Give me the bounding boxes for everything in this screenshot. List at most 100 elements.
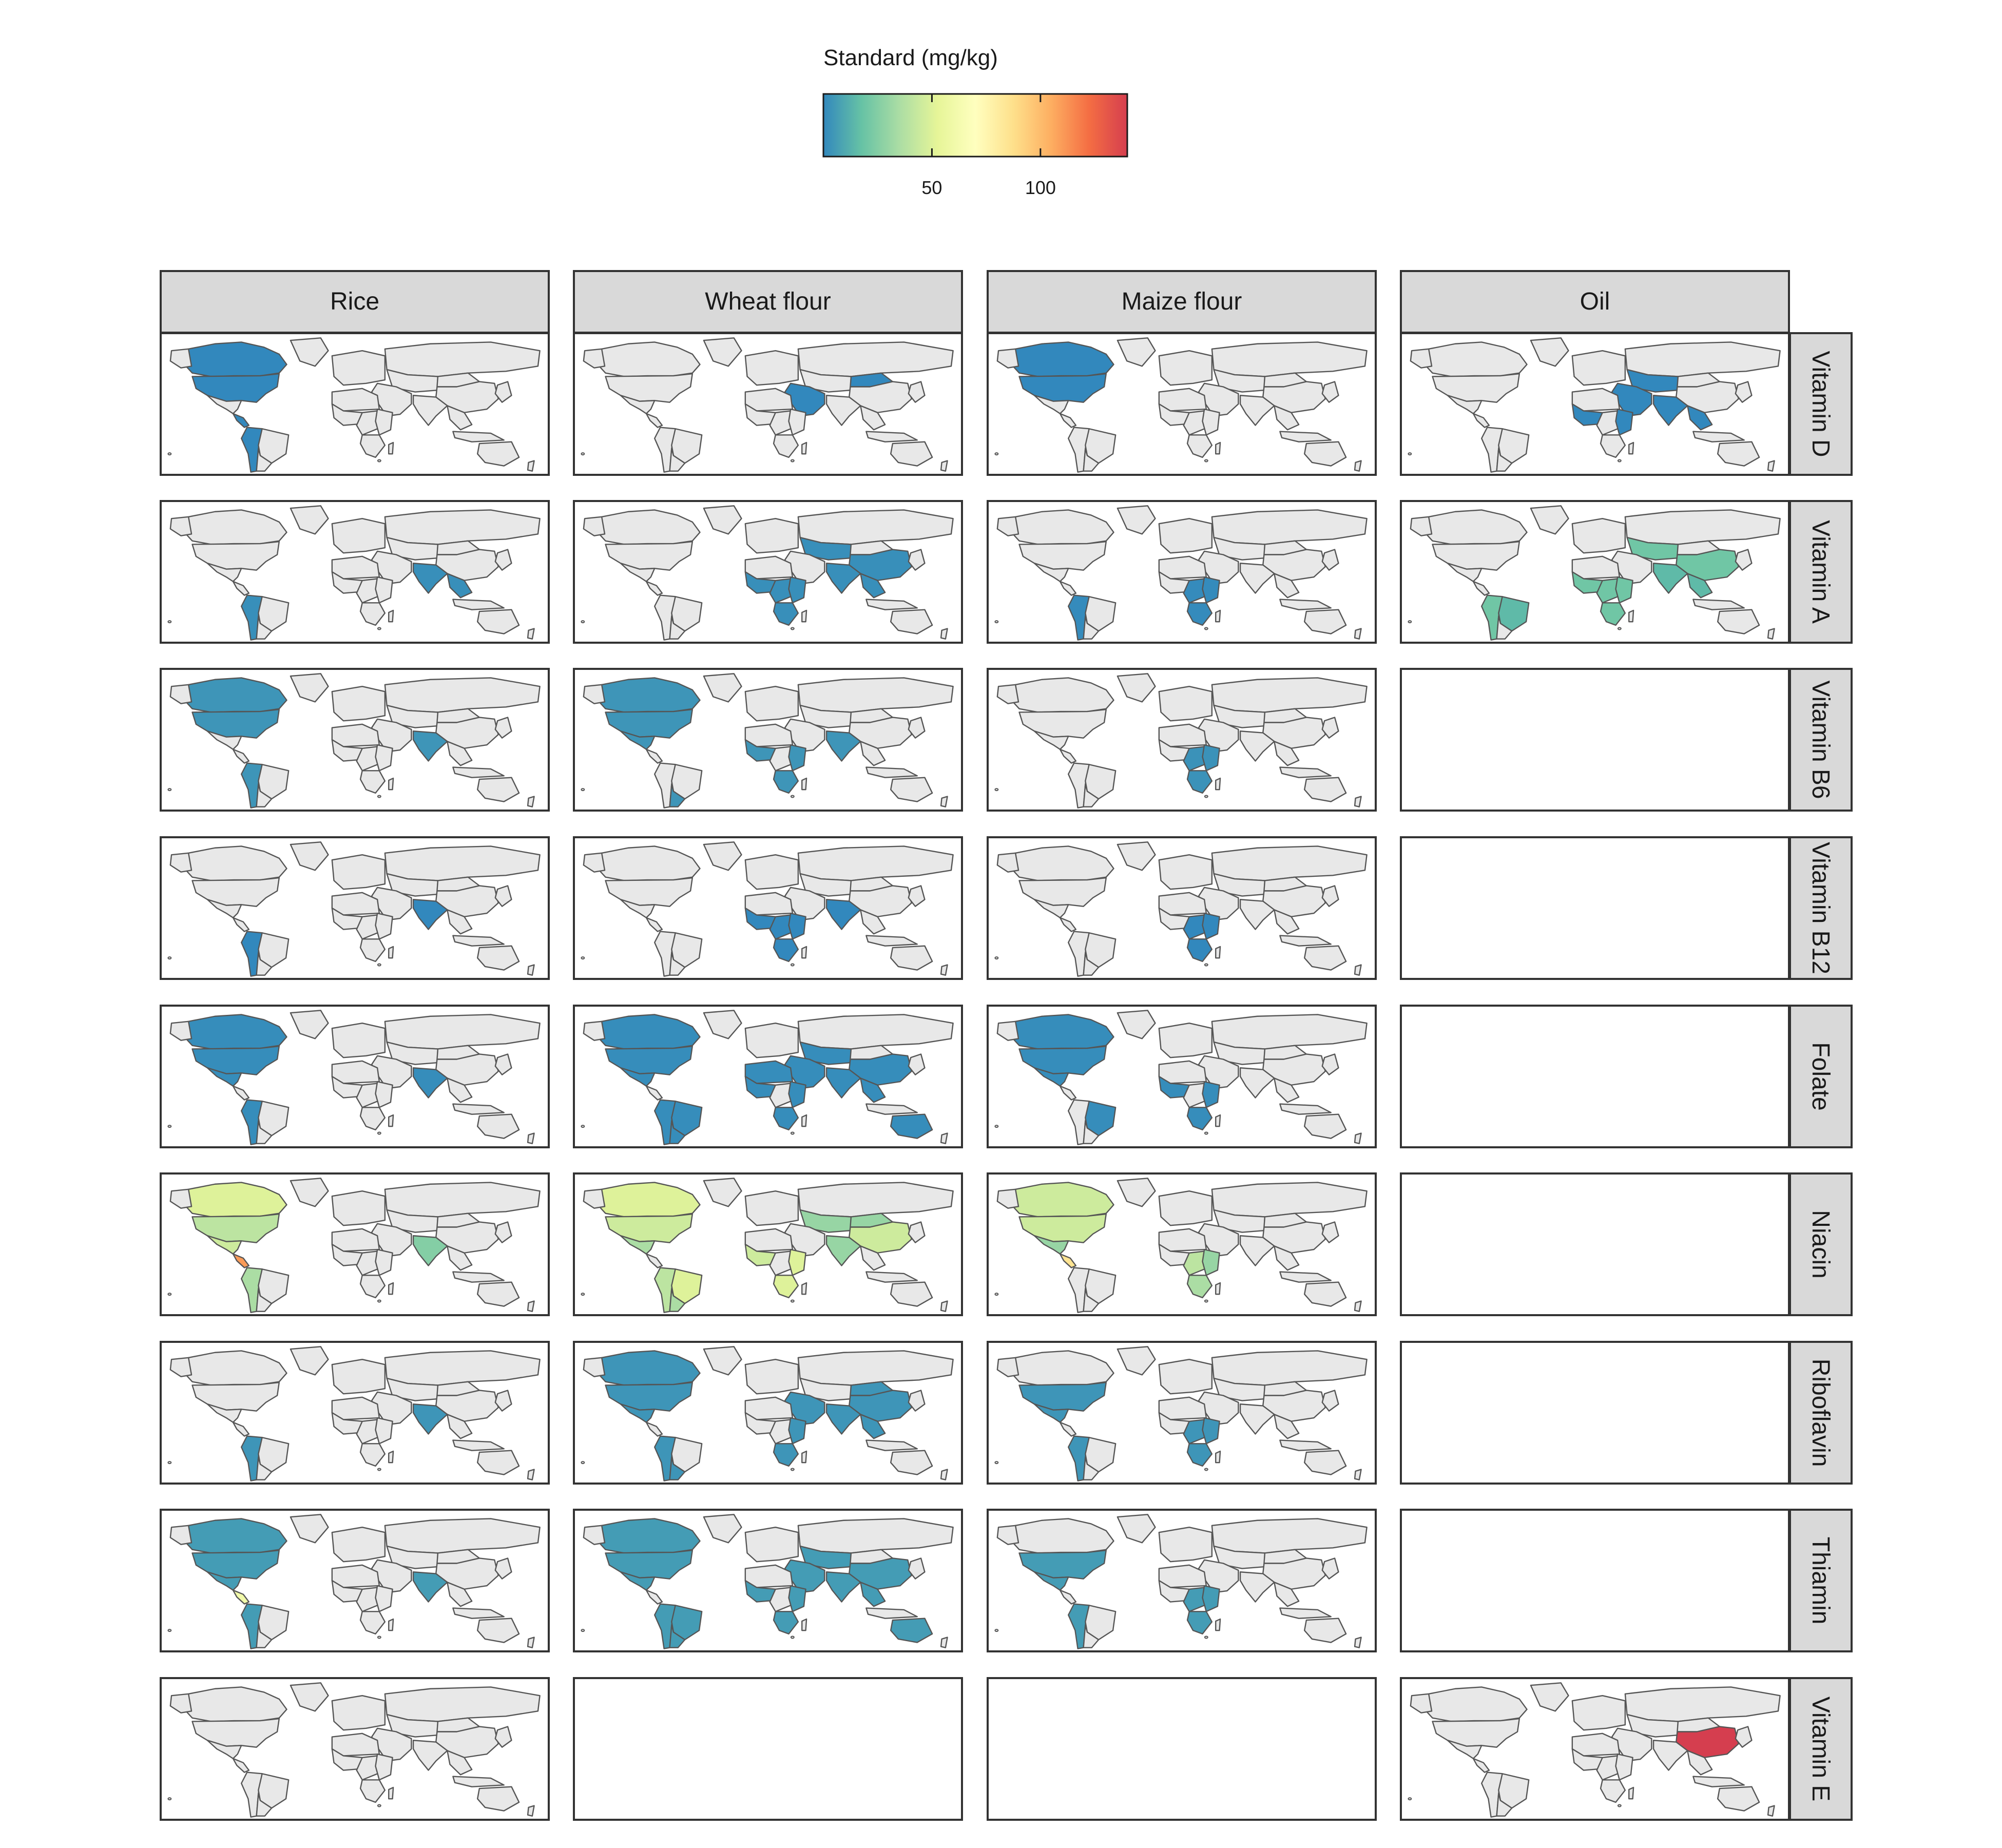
panel-vitamin-b6-oil <box>1400 668 1790 812</box>
region-mexico <box>621 395 654 414</box>
region-southern-africa <box>360 1443 385 1466</box>
panel-niacin-rice <box>160 1172 550 1316</box>
island-mark <box>168 621 171 623</box>
panel-folate-wheat-flour <box>573 1005 963 1148</box>
region-mexico <box>207 1236 241 1254</box>
region-united-states <box>606 709 692 738</box>
island-mark <box>378 460 381 462</box>
region-south-asia <box>826 1404 860 1434</box>
region-indonesia <box>866 1608 917 1619</box>
row-strip-background <box>1789 1677 1853 1821</box>
panel-vitamin-b12-wheat-flour <box>573 836 963 980</box>
region-canada <box>1010 1014 1113 1049</box>
region-south-asia <box>826 563 860 593</box>
region-central-america <box>1060 1590 1076 1604</box>
island-mark <box>1618 460 1621 462</box>
region-europe <box>745 351 798 385</box>
region-australia <box>477 778 519 802</box>
region-australia <box>891 610 932 634</box>
region-central-america <box>1060 918 1076 932</box>
region-southern-africa <box>774 771 798 793</box>
region-australia <box>1304 610 1346 634</box>
region-southern-cone <box>670 1289 685 1312</box>
region-central-america <box>646 918 662 932</box>
region-central-america <box>1473 582 1489 595</box>
region-greenland <box>291 506 329 534</box>
region-central-africa <box>1184 411 1206 435</box>
region-korea-japan <box>909 717 925 738</box>
region-new-zealand <box>1355 1470 1361 1480</box>
region-united-states <box>192 1382 279 1411</box>
region-south-asia <box>1653 563 1687 593</box>
panel-vitamin-b6-wheat-flour <box>573 668 963 812</box>
region-mexico <box>1034 1404 1068 1422</box>
region-southern-cone <box>670 1625 685 1648</box>
region-europe <box>1159 518 1212 553</box>
region-madagascar <box>389 1619 393 1630</box>
region-south-asia <box>413 563 447 593</box>
row-strip-label: Vitamin D <box>1807 351 1834 457</box>
region-south-asia <box>826 1068 860 1098</box>
panel-riboflavin-maize-flour <box>987 1341 1377 1485</box>
column-strip-label: Rice <box>330 288 379 315</box>
panel-folate-oil <box>1400 1005 1790 1148</box>
region-southern-africa <box>360 939 385 961</box>
region-australia <box>1304 1282 1346 1306</box>
region-madagascar <box>1216 1283 1220 1294</box>
region-mexico <box>621 731 654 749</box>
region-australia <box>891 1282 932 1306</box>
region-new-zealand <box>528 1806 534 1816</box>
region-central-america <box>1060 1254 1076 1268</box>
region-korea-japan <box>1322 1222 1339 1242</box>
row-strip-label: Vitamin E <box>1807 1697 1834 1802</box>
region-madagascar <box>1629 442 1633 454</box>
panel-vitamin-e-maize-flour <box>987 1677 1377 1821</box>
island-mark <box>791 1469 794 1471</box>
region-east-africa <box>1202 577 1219 603</box>
region-greenland <box>704 338 742 366</box>
region-central-africa <box>1184 579 1206 603</box>
region-central-america <box>1060 1422 1076 1436</box>
region-south-asia <box>826 899 860 929</box>
island-mark <box>378 796 381 798</box>
region-south-asia <box>1240 563 1274 593</box>
region-canada <box>1010 342 1113 376</box>
region-indonesia <box>453 936 504 946</box>
region-southern-cone <box>1084 1289 1099 1312</box>
region-madagascar <box>389 1787 393 1799</box>
region-korea-japan <box>495 717 512 738</box>
region-central-africa <box>1597 1756 1620 1780</box>
region-europe <box>1159 1527 1212 1562</box>
island-mark <box>1205 628 1208 630</box>
region-indonesia <box>1693 600 1744 610</box>
region-united-states <box>192 374 279 402</box>
world-map <box>168 1178 540 1312</box>
region-new-zealand <box>1768 1806 1775 1816</box>
region-indonesia <box>1280 767 1331 778</box>
region-central-america <box>646 1590 662 1604</box>
region-korea-japan <box>1322 549 1339 570</box>
region-korea-japan <box>909 549 925 570</box>
island-mark <box>791 964 794 966</box>
region-central-america <box>233 1086 249 1100</box>
region-united-states <box>1019 709 1106 738</box>
region-southern-cone <box>257 1457 272 1480</box>
region-australia <box>891 778 932 802</box>
region-korea-japan <box>909 886 925 906</box>
region-europe <box>745 1527 798 1562</box>
region-indonesia <box>866 936 917 946</box>
region-greenland <box>1531 506 1569 534</box>
region-madagascar <box>1629 1787 1633 1799</box>
region-madagascar <box>1216 610 1220 622</box>
region-korea-japan <box>909 1222 925 1242</box>
region-new-zealand <box>941 1301 948 1312</box>
legend-ticks: 50 100 <box>921 94 1056 198</box>
region-mexico <box>207 899 241 918</box>
region-greenland <box>704 1514 742 1543</box>
region-madagascar <box>802 1619 806 1630</box>
region-southern-cone <box>1084 449 1099 471</box>
region-alaska <box>997 1022 1018 1041</box>
region-southeast-asia <box>447 1078 472 1102</box>
region-southern-cone <box>257 1121 272 1144</box>
region-central-africa <box>357 915 379 939</box>
